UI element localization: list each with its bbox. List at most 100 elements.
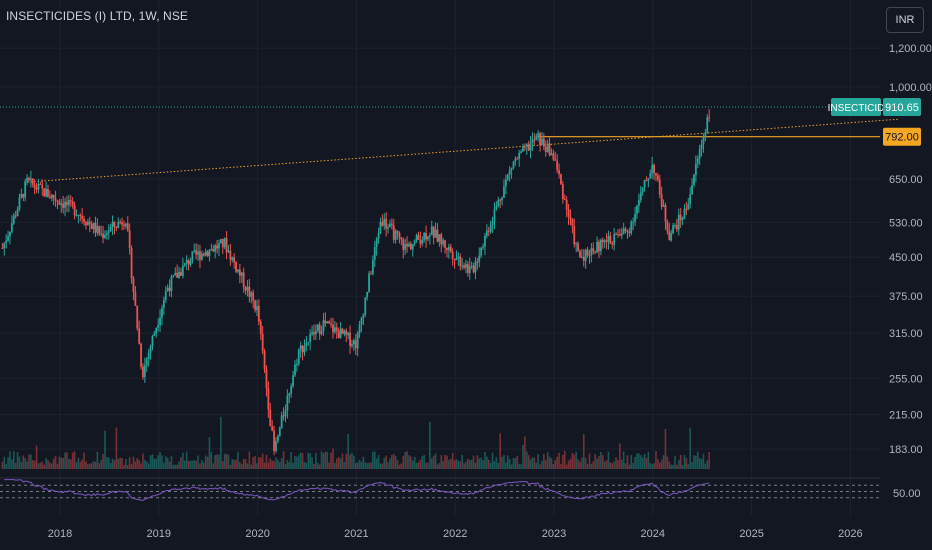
candle [307,342,310,346]
volume-bar [400,463,403,469]
candlestick-series[interactable] [1,109,711,456]
trendline[interactable] [0,106,900,183]
candle [197,244,199,262]
candle [333,321,336,335]
candle [100,225,103,237]
volume-bar [658,462,661,469]
candle [1,243,4,250]
candle [172,274,175,278]
volume-bar [161,455,163,469]
volume-bar [322,453,325,469]
candle [269,402,272,427]
volume-bar [410,456,412,469]
volume-bar [157,455,159,469]
candle [218,239,220,257]
volume-bar [246,463,249,469]
candle [193,243,196,254]
volume-bar [64,452,66,469]
candle [696,155,699,168]
price-tick-label: 215.00 [889,410,923,422]
volume-bar [413,456,416,469]
volume-bar [567,460,570,469]
volume-bar [373,451,376,469]
candle [406,236,408,253]
trendline-line[interactable] [27,118,900,183]
volume-bar [571,453,574,469]
candle [235,261,237,274]
candle [463,262,465,270]
candle [449,243,452,253]
candle [104,230,106,240]
candle [303,339,306,357]
volume-bar [201,459,203,469]
volume-bar [85,461,87,469]
volume-bar [434,453,437,469]
volume-bar [267,462,270,469]
candle [238,263,241,284]
volume-bar [598,456,600,469]
candle [506,173,509,181]
time-tick-label: 2020 [245,528,269,540]
volume-bar [520,464,522,469]
candle [316,323,319,333]
candle [565,196,568,218]
volume-bar [265,454,268,469]
volume-bar [550,458,553,469]
time-axis[interactable]: 2018 2019 2020 2021 2022 2023 2024 2025 2026 [48,528,863,540]
candle [514,156,517,166]
volume-bar [9,451,11,469]
volume-bar [273,461,275,469]
volume-bar [406,451,408,469]
volume-bar [695,455,697,469]
candle [677,208,680,236]
volume-bar [68,458,70,469]
candle [12,212,15,225]
volume-bar [657,459,659,469]
candle [455,250,458,261]
volume-bar [117,458,120,469]
volume-bar [560,463,562,469]
candle [700,139,703,157]
candle [297,348,300,367]
volume-bar [415,462,418,469]
candle [544,140,547,157]
volume-bar [248,451,251,469]
volume-bar [708,452,710,469]
candle [121,217,123,231]
volume-bar [26,461,28,469]
candle [421,236,424,247]
candle [212,244,215,253]
candle [233,253,236,269]
price-axis[interactable]: 1,200.00 1,000.00 650.00 530.00 450.00 375.00… [889,43,932,500]
volume-bar [261,453,264,469]
volume-bar [163,462,165,469]
volume-bar [634,457,636,469]
volume-bar [356,462,359,469]
candle [191,251,194,264]
currency-button[interactable]: INR [886,7,924,33]
candle [35,182,38,194]
candle [119,219,122,225]
rsi-line [4,479,710,501]
candle [9,231,11,245]
candle [216,239,218,254]
volume-bar [221,461,224,469]
volume-bar [168,461,171,469]
candle [162,296,165,315]
candle [134,285,137,307]
candle [364,296,367,318]
volume-bar [189,460,192,469]
candle [86,218,89,226]
volume-bar [383,457,386,469]
candle [90,220,93,230]
volume-bar [375,458,378,469]
volume-bar [442,460,444,469]
candle [240,271,243,283]
candle [352,338,355,351]
candle [229,243,232,266]
volume-bar [347,433,349,469]
volume-bars [1,416,710,469]
volume-bar [250,464,253,469]
volume-bar [575,451,577,469]
